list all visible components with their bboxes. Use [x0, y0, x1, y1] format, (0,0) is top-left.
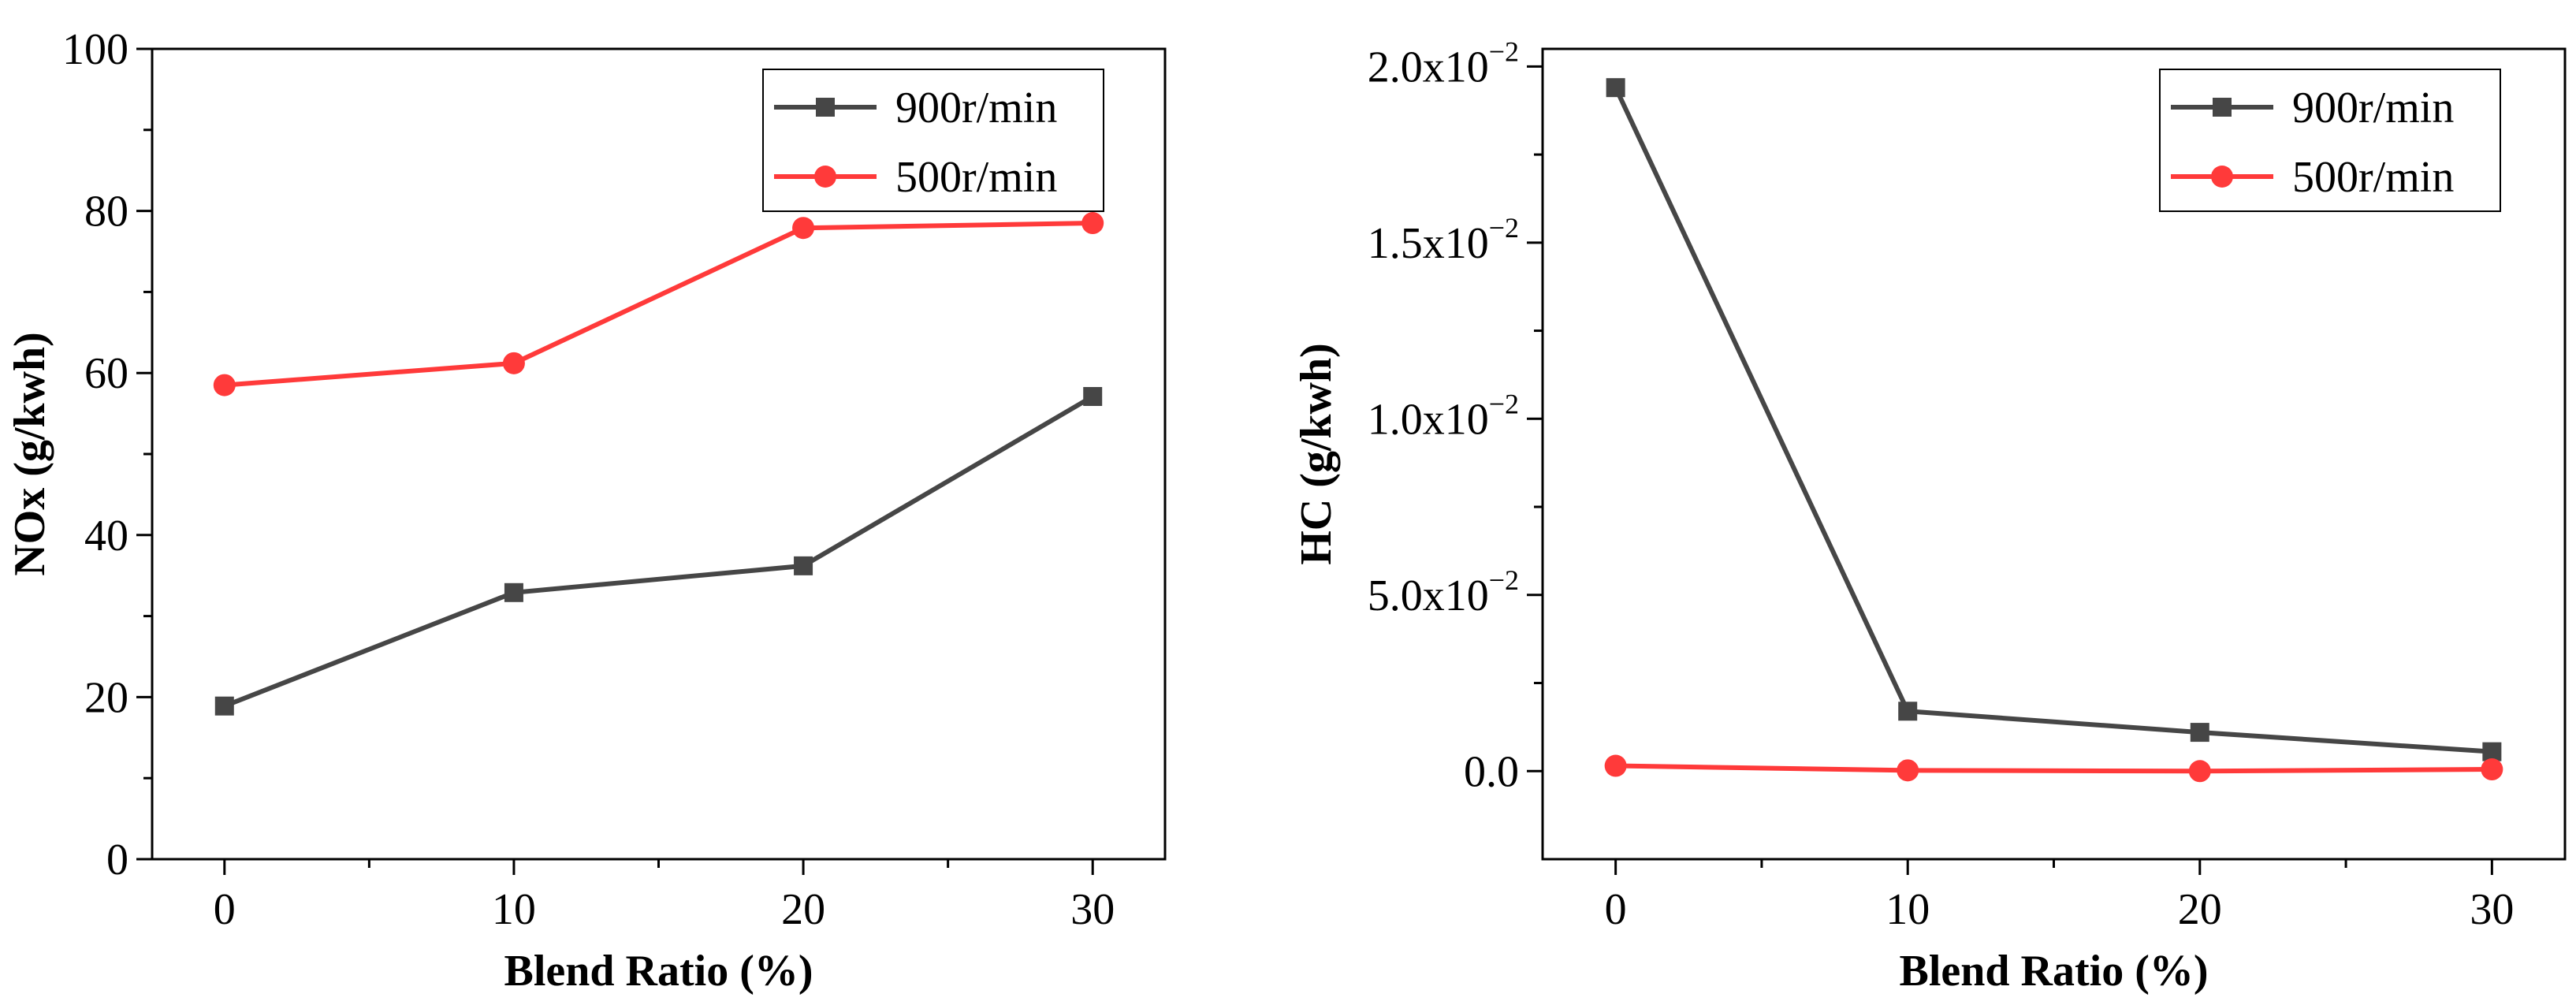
- y-tick-label: 80: [84, 188, 128, 236]
- series-line-500r/min: [224, 221, 1093, 388]
- y-tick-label: 100: [62, 25, 128, 74]
- data-point-circle: [1897, 759, 1919, 782]
- data-point-square: [214, 696, 234, 716]
- legend-label: 900r/min: [2292, 84, 2454, 132]
- y-tick-label: 20: [84, 673, 128, 722]
- data-point-square: [1083, 387, 1103, 407]
- y-tick-label: 40: [84, 512, 128, 560]
- series-line-900r/min: [1613, 86, 2492, 754]
- legend-label: 900r/min: [895, 84, 1057, 132]
- y-tick-label: 1.0x10−2: [1368, 388, 1519, 444]
- series-line-900r/min: [223, 394, 1094, 709]
- y-tick-label: 60: [84, 349, 128, 398]
- series-line-500r/min: [1615, 763, 2492, 774]
- y-tick-label-exponent: −2: [1489, 212, 1519, 244]
- y-tick-label-base: 5.0x10: [1368, 571, 1489, 620]
- legend-marker-circle: [814, 166, 836, 188]
- y-tick-label: 2.0x10−2: [1368, 35, 1519, 91]
- chart-nox: 0 10 20 30 0 20 40 60 80 100 Blend Ratio (%) NOx (g…: [6, 25, 1167, 996]
- y-tick-label: 0: [106, 836, 128, 884]
- legend-box: [2159, 69, 2501, 212]
- data-point-circle: [1604, 754, 1627, 777]
- x-axis-title: Blend Ratio (%): [504, 947, 813, 996]
- data-point-square: [504, 583, 523, 602]
- legend-label: 500r/min: [895, 153, 1057, 202]
- x-tick-label: 10: [1885, 885, 1930, 934]
- y-tick-label-base: 0.0: [1464, 747, 1519, 796]
- x-tick-label: 0: [1605, 885, 1627, 934]
- chart-hc: 0 10 20 300.05.0x10−21.0x10−21.5x10−22.0x10…: [1292, 35, 2567, 996]
- x-tick-label: 30: [1070, 885, 1115, 934]
- y-axis-title: NOx (g/kwh): [6, 332, 54, 576]
- legend-marker-circle: [2211, 166, 2233, 188]
- data-point-circle: [2481, 758, 2503, 781]
- y-tick-label: 5.0x10−2: [1368, 564, 1519, 620]
- y-tick-label: 0.0: [1464, 747, 1519, 796]
- x-tick-label: 20: [2178, 885, 2222, 934]
- y-tick-label-base: 2.0x10: [1368, 43, 1489, 91]
- x-tick-label: 30: [2470, 885, 2514, 934]
- y-tick-label-exponent: −2: [1489, 564, 1519, 596]
- y-axis-title: HC (g/kwh): [1292, 343, 1341, 565]
- data-point-square: [794, 556, 813, 575]
- legend-marker-square: [2213, 98, 2232, 117]
- data-point-circle: [792, 217, 815, 240]
- data-point-circle: [1081, 212, 1104, 235]
- y-tick-label: 1.5x10−2: [1368, 212, 1519, 268]
- data-point-square: [2190, 723, 2209, 743]
- x-tick-label: 10: [492, 885, 536, 934]
- data-point-square: [1606, 78, 1625, 98]
- x-tick-label: 20: [781, 885, 825, 934]
- legend-marker-square: [816, 98, 835, 117]
- x-tick-label: 0: [214, 885, 236, 934]
- y-tick-label-exponent: −2: [1489, 35, 1519, 67]
- x-axis-title: Blend Ratio (%): [1900, 947, 2209, 996]
- data-point-square: [1898, 702, 1918, 721]
- legend-box: [762, 69, 1104, 212]
- data-point-circle: [502, 352, 525, 374]
- data-point-square: [2482, 742, 2502, 761]
- y-tick-label-exponent: −2: [1489, 388, 1519, 419]
- y-tick-label-base: 1.0x10: [1368, 395, 1489, 444]
- legend-label: 500r/min: [2292, 153, 2454, 202]
- data-point-circle: [213, 374, 236, 396]
- data-point-circle: [2188, 760, 2211, 783]
- y-tick-label-base: 1.5x10: [1368, 219, 1489, 268]
